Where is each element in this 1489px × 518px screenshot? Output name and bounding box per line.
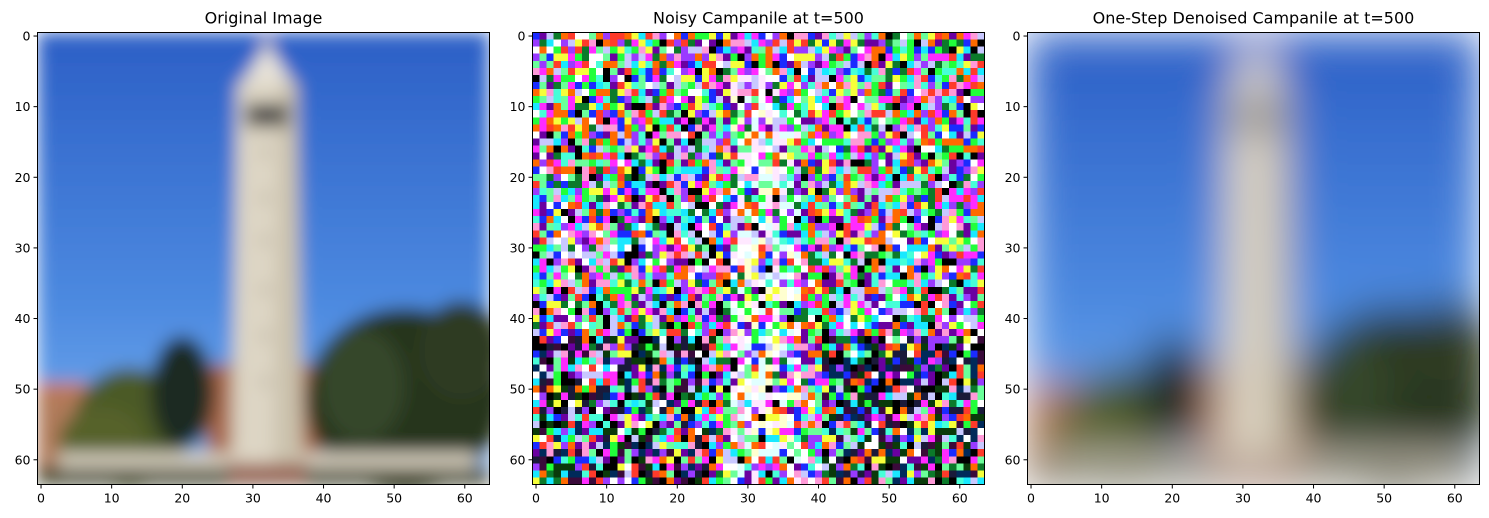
y-tick-label: 50 (15, 382, 31, 397)
panel-title: Original Image (205, 9, 323, 28)
y-axis-ticks: 0 10 20 30 40 50 60 (15, 29, 38, 467)
x-tick-label: 60 (457, 491, 473, 506)
panel-original: Original Image 0 10 20 30 40 50 60 0 10 20 30 40 50… (15, 9, 490, 506)
y-tick-label: 40 (1005, 311, 1021, 326)
y-tick-label: 60 (15, 452, 31, 467)
x-tick-label: 0 (532, 491, 540, 506)
y-tick-label: 20 (1005, 170, 1021, 185)
original-image (37, 32, 490, 485)
x-tick-label: 20 (669, 491, 685, 506)
y-tick-label: 10 (510, 99, 526, 114)
x-tick-label: 0 (37, 491, 45, 506)
x-tick-label: 40 (811, 491, 827, 506)
x-tick-label: 50 (386, 491, 402, 506)
y-tick-label: 20 (15, 170, 31, 185)
axes-frame (37, 32, 490, 485)
x-tick-label: 30 (245, 491, 261, 506)
x-tick-label: 10 (599, 491, 615, 506)
x-tick-label: 20 (1164, 491, 1180, 506)
x-axis-ticks: 0 10 20 30 40 50 60 (532, 484, 968, 506)
axes-frame (532, 32, 985, 485)
x-tick-label: 30 (740, 491, 756, 506)
panel-denoised: One-Step Denoised Campanile at t=500 0 10… (1005, 9, 1480, 506)
x-tick-label: 30 (1235, 491, 1251, 506)
axes-frame (1027, 32, 1480, 485)
panel-title: One-Step Denoised Campanile at t=500 (1093, 9, 1415, 28)
x-tick-label: 40 (316, 491, 332, 506)
y-tick-label: 30 (15, 240, 31, 255)
x-axis-ticks: 0 10 20 30 40 50 60 (1027, 484, 1463, 506)
x-tick-label: 50 (1376, 491, 1392, 506)
x-tick-label: 0 (1027, 491, 1035, 506)
y-tick-label: 20 (510, 170, 526, 185)
x-tick-label: 10 (1094, 491, 1110, 506)
y-tick-label: 0 (518, 29, 526, 44)
y-tick-label: 40 (15, 311, 31, 326)
x-tick-label: 10 (104, 491, 120, 506)
y-axis-ticks: 0 10 20 30 40 50 60 (1005, 29, 1028, 467)
x-axis-ticks: 0 10 20 30 40 50 60 (37, 484, 473, 506)
panel-noisy: Noisy Campanile at t=500 0 10 20 30 40 50 60 0… (510, 9, 985, 506)
y-tick-label: 60 (1005, 452, 1021, 467)
x-tick-label: 20 (174, 491, 190, 506)
y-tick-label: 10 (1005, 99, 1021, 114)
x-tick-label: 60 (1447, 491, 1463, 506)
noisy-image (532, 32, 985, 485)
y-tick-label: 50 (1005, 382, 1021, 397)
x-tick-label: 60 (952, 491, 968, 506)
y-tick-label: 50 (510, 382, 526, 397)
y-tick-label: 10 (15, 99, 31, 114)
y-tick-label: 30 (1005, 240, 1021, 255)
y-tick-label: 40 (510, 311, 526, 326)
y-tick-label: 0 (1013, 29, 1021, 44)
y-axis-ticks: 0 10 20 30 40 50 60 (510, 29, 533, 467)
y-tick-label: 60 (510, 452, 526, 467)
panel-title: Noisy Campanile at t=500 (653, 9, 864, 28)
y-tick-label: 0 (23, 29, 31, 44)
x-tick-label: 50 (881, 491, 897, 506)
y-tick-label: 30 (510, 240, 526, 255)
x-tick-label: 40 (1306, 491, 1322, 506)
denoised-image (1027, 32, 1480, 485)
